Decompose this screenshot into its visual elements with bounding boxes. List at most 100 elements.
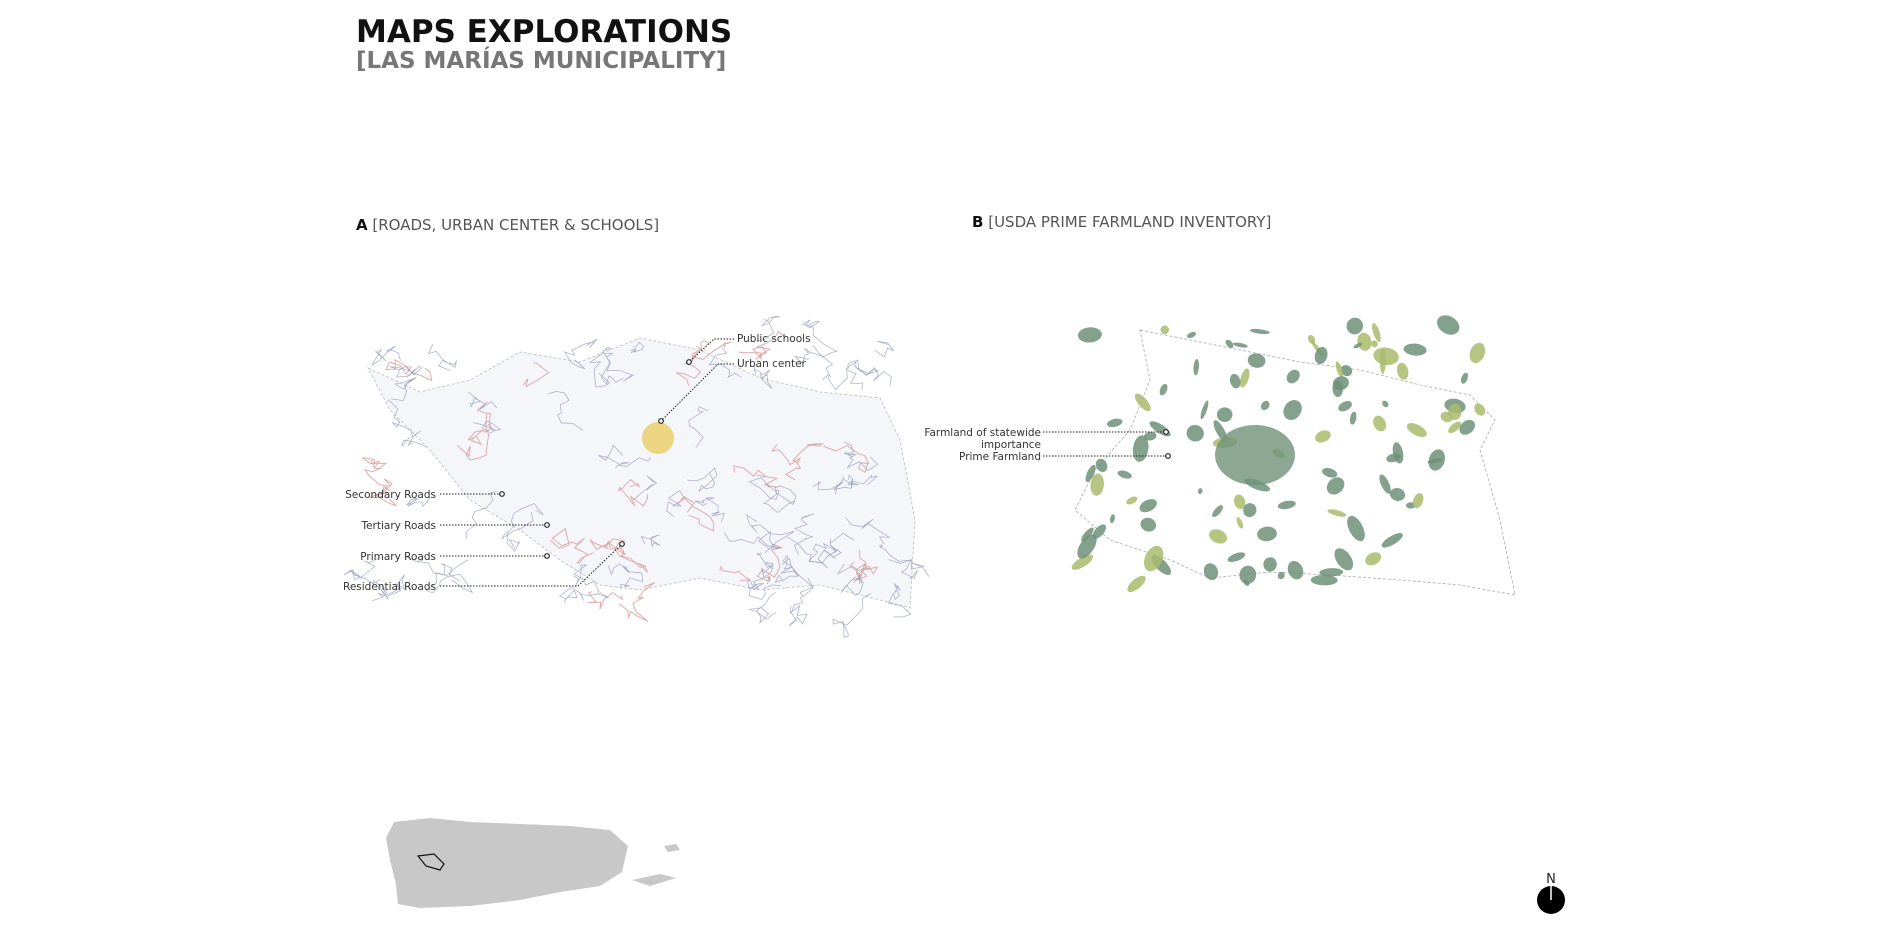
farmland-patch [1334,548,1354,571]
road [694,497,725,523]
map-label: importance [981,439,1041,451]
farmland-patch [1212,505,1223,517]
map-a-heading: A [ROADS, URBAN CENTER & SCHOOLS] [356,216,659,234]
farmland-patch [1257,526,1277,542]
farmland-patch [1092,524,1107,539]
road [774,566,800,583]
farmland-patch [1307,334,1316,344]
map-title: [ROADS, URBAN CENTER & SCHOOLS] [372,216,659,234]
road [887,582,912,618]
leader-line [688,338,734,363]
page-title: MAPS EXPLORATIONS [356,14,732,50]
road [753,365,773,389]
farmland-patch [1474,403,1486,416]
farmland-patch [1215,425,1295,485]
farmland-patch [1236,517,1244,529]
farmland-patch [1077,534,1097,559]
farmland-patch [1357,332,1372,351]
farmland-patch [1322,467,1338,478]
road [381,574,405,600]
road [879,544,930,577]
island [664,844,680,852]
farmland-patch [1427,458,1443,464]
municipality-outline [1074,329,1516,596]
farmland-patch [1160,325,1170,335]
road [755,330,786,360]
road [390,377,417,401]
road [428,344,457,371]
road [888,558,918,580]
road [371,345,401,366]
leader-dot [544,553,550,559]
farmland-patch [1346,317,1364,335]
farmland-patch [1319,568,1344,577]
farmland-patch [1437,315,1460,335]
road [687,467,718,492]
farmland-patch [1381,533,1403,548]
farmland-patch [1203,563,1219,581]
farmland-map [1071,315,1516,596]
farmland-patch [1389,488,1406,501]
road [364,467,393,496]
leader-dot [686,359,692,365]
municipality-outline [367,337,916,609]
road [633,475,658,501]
farmland-patch [1106,418,1123,428]
road [558,587,609,603]
map-letter: A [356,216,368,234]
road [573,564,600,591]
road [473,420,502,434]
north-arrow: N [1537,872,1565,914]
farmland-patch [1085,464,1096,483]
leader-dot [619,541,625,547]
road [784,443,824,481]
road [874,340,894,358]
locator-map [386,818,680,908]
farmland-patch [1247,353,1266,368]
road [823,445,870,473]
road [501,512,534,539]
farmland-patch [1095,458,1108,473]
road [746,579,782,600]
farmland-patch [1327,509,1347,517]
road [588,346,624,388]
farmland-patch [1412,493,1424,509]
road [598,444,652,468]
farmland-patch [1117,470,1132,479]
road [724,530,781,550]
farmland-patch [1239,565,1257,584]
road [640,534,661,548]
page-subtitle: [LAS MARÍAS MUNICIPALITY] [356,46,726,74]
farmland-patch [1371,340,1378,348]
farmland-patch [1283,400,1302,420]
farmland-patch [1448,421,1462,434]
road [733,465,782,488]
farmland-patch [1459,419,1475,435]
farmland-patch [1382,400,1389,408]
road [748,477,797,505]
farmland-patch [1243,503,1257,518]
farmland-patch [1143,432,1157,441]
farmland-patch [1140,517,1157,532]
road [780,554,814,598]
farmland-patch [1460,372,1469,384]
map-label: Residential Roads [343,581,436,593]
map-label: Urban center [737,358,807,370]
farmland-patch [1353,342,1363,349]
road [607,563,644,589]
road [371,579,386,602]
farmland-patch [1159,383,1168,396]
farmland-patch [1127,575,1146,593]
road [794,347,834,378]
island [632,874,676,886]
farmland-patch [1349,411,1357,425]
leader-dot [499,491,505,497]
road [688,406,709,448]
farmland-patch [1277,571,1285,580]
farmland-patch [1347,515,1365,542]
farmland-patch [1263,557,1277,572]
farmland-patch [1197,488,1203,495]
farmland-patch [1229,373,1241,389]
farmland-patch [1373,347,1399,366]
